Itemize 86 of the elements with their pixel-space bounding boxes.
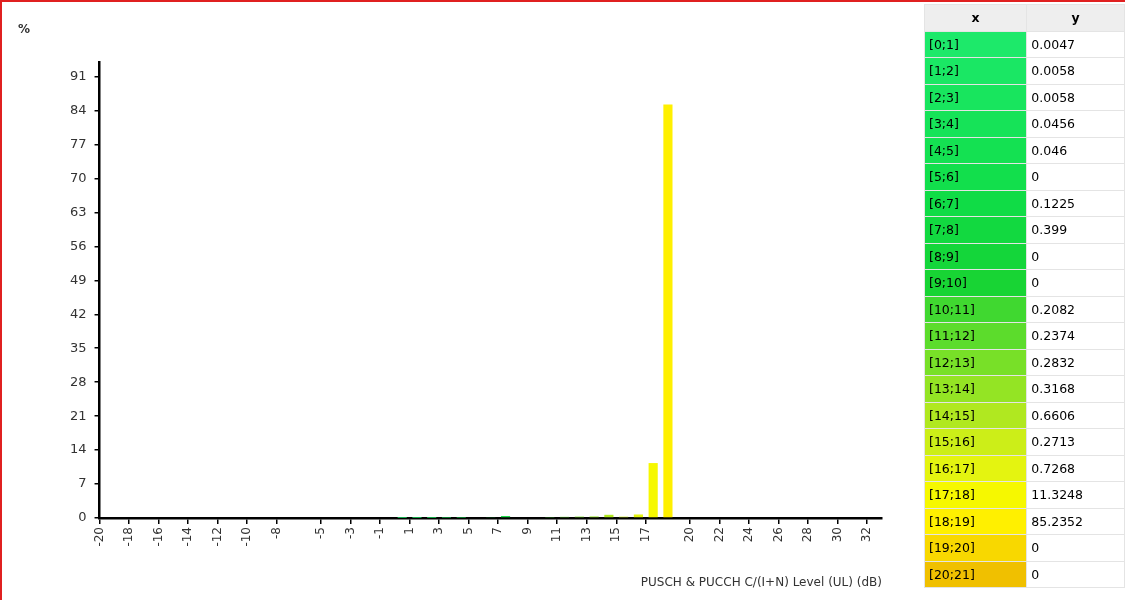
x-tick-label: 11 <box>549 527 564 543</box>
text: 0.0456 <box>1026 110 1125 137</box>
text: [9;10] <box>924 269 1027 296</box>
text: 0 <box>1026 269 1125 296</box>
text: 0.2832 <box>1026 349 1125 376</box>
text: 0.1225 <box>1026 190 1125 217</box>
x-tick-label: 30 <box>829 527 844 543</box>
x-tick-label: -1 <box>372 527 387 539</box>
x-tick-label: 32 <box>859 527 874 543</box>
text: 0.0047 <box>1026 31 1125 58</box>
x-tick-label: 28 <box>800 527 815 543</box>
text: 0.0058 <box>1026 84 1125 111</box>
x-tick-label: 24 <box>741 527 756 543</box>
y-tick-label: 21 <box>70 407 87 423</box>
y-tick-label: 56 <box>70 237 87 253</box>
y-tick-label: 7 <box>78 475 87 491</box>
x-tick-label: 20 <box>682 527 697 543</box>
x-tick-label: 1 <box>401 527 416 535</box>
text: [5;6] <box>924 163 1027 190</box>
x-tick-label: -18 <box>121 527 136 547</box>
x-tick-label: -16 <box>150 527 165 547</box>
text: [7;8] <box>924 216 1027 243</box>
y-tick-label: 0 <box>78 509 87 525</box>
x-tick-label: -12 <box>209 527 224 547</box>
y-tick-label: 35 <box>70 339 87 355</box>
text: 0 <box>1026 561 1125 588</box>
text: [6;7] <box>924 190 1027 217</box>
y-tick-label: 42 <box>70 305 87 321</box>
text: 0.2374 <box>1026 322 1125 349</box>
text: [8;9] <box>924 243 1027 270</box>
y-tick-label: 14 <box>70 441 87 457</box>
text: 0 <box>1026 534 1125 561</box>
text: [10;11] <box>924 296 1027 323</box>
text: 0.2082 <box>1026 296 1125 323</box>
x-tick-label: 17 <box>637 527 652 543</box>
text: x <box>924 4 1027 31</box>
text: 0.3168 <box>1026 375 1125 402</box>
text: 11.3248 <box>1026 481 1125 508</box>
text: [0;1] <box>924 31 1027 58</box>
text: [12;13] <box>924 349 1027 376</box>
y-axis-title: % <box>18 22 31 37</box>
x-tick-label: 13 <box>578 527 593 543</box>
text: 0.399 <box>1026 216 1125 243</box>
text: 0.0058 <box>1026 57 1125 84</box>
text: [19;20] <box>924 534 1027 561</box>
text: [17;18] <box>924 481 1027 508</box>
text: [18;19] <box>924 508 1027 535</box>
text: 0.046 <box>1026 137 1125 164</box>
x-tick-label: 9 <box>519 527 534 535</box>
text: 0 <box>1026 163 1125 190</box>
text: [16;17] <box>924 455 1027 482</box>
text: 0.6606 <box>1026 402 1125 429</box>
x-tick-label: -10 <box>239 527 254 547</box>
x-tick-label: -3 <box>342 527 357 539</box>
y-tick-label: 70 <box>70 169 87 185</box>
x-tick-label: -20 <box>91 527 106 547</box>
text: y <box>1026 4 1125 31</box>
x-axis-title: PUSCH & PUCCH C/(I+N) Level (UL) (dB) <box>640 574 882 589</box>
text: [2;3] <box>924 84 1027 111</box>
x-tick-label: -8 <box>268 527 283 539</box>
y-tick-label: 77 <box>70 135 87 151</box>
y-tick-label: 28 <box>70 373 87 389</box>
text: [11;12] <box>924 322 1027 349</box>
text: [13;14] <box>924 375 1027 402</box>
y-tick-label: 63 <box>70 203 87 219</box>
text: [14;15] <box>924 402 1027 429</box>
text: [15;16] <box>924 428 1027 455</box>
text: 0.7268 <box>1026 455 1125 482</box>
text: [4;5] <box>924 137 1027 164</box>
y-tick-label: 91 <box>70 67 87 83</box>
text: [1;2] <box>924 57 1027 84</box>
x-tick-label: 7 <box>490 527 505 535</box>
x-tick-label: 3 <box>431 527 446 535</box>
x-tick-label: 5 <box>460 527 475 535</box>
text: 85.2352 <box>1026 508 1125 535</box>
y-tick-label: 84 <box>70 101 87 117</box>
x-tick-label: -14 <box>180 527 195 547</box>
y-tick-label: 49 <box>70 271 87 287</box>
x-tick-label: 15 <box>608 527 623 543</box>
x-tick-label: -5 <box>313 527 328 539</box>
text: 0 <box>1026 243 1125 270</box>
text: [20;21] <box>924 561 1027 588</box>
text: [3;4] <box>924 110 1027 137</box>
x-tick-label: 22 <box>711 527 726 543</box>
x-tick-label: 26 <box>770 527 785 543</box>
text: 0.2713 <box>1026 428 1125 455</box>
